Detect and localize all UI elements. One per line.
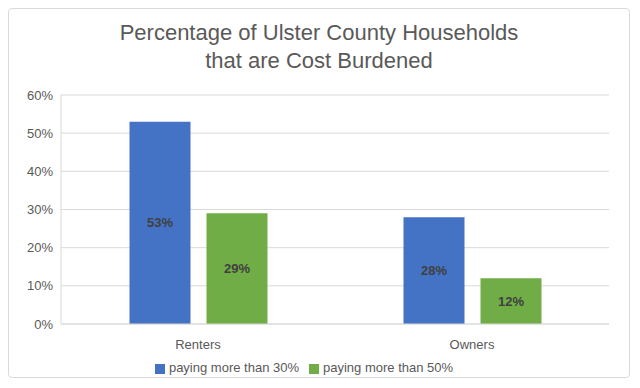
html-text:that are Cost Burdened: that are Cost Burdened: [205, 48, 433, 73]
html-text:Percentage of Ulster County Ho: Percentage of Ulster County Households: [119, 20, 519, 45]
svg-text:60%: 60%: [27, 88, 53, 103]
svg-text:Owners: Owners: [450, 337, 495, 352]
html-text:paying more than 50%: paying more than 50%: [323, 360, 454, 375]
svg-text:0%: 0%: [34, 317, 53, 332]
svg-text:29%: 29%: [224, 261, 250, 276]
svg-text:Renters: Renters: [175, 337, 221, 352]
svg-text:10%: 10%: [27, 278, 53, 293]
svg-text:40%: 40%: [27, 164, 53, 179]
svg-text:12%: 12%: [498, 294, 524, 309]
svg-text:53%: 53%: [147, 215, 173, 230]
svg-text:50%: 50%: [27, 126, 53, 141]
html-text:paying more than 30%: paying more than 30%: [168, 360, 299, 375]
svg-text:28%: 28%: [421, 263, 447, 278]
svg-text:30%: 30%: [27, 202, 53, 217]
svg-text:20%: 20%: [27, 240, 53, 255]
